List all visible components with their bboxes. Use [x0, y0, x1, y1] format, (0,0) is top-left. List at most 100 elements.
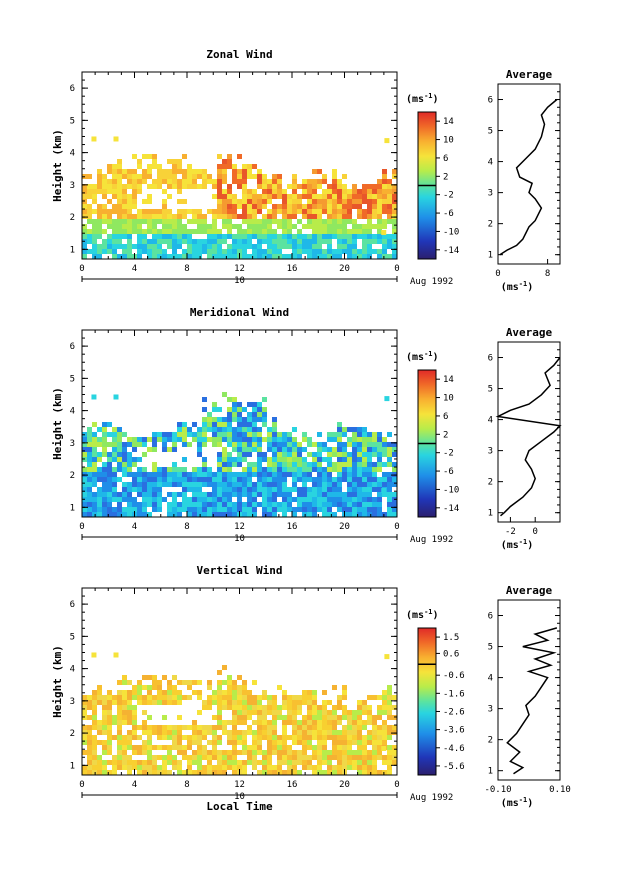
heatmap-cell: [282, 497, 287, 502]
heatmap-cell: [167, 432, 172, 437]
heatmap-cell: [342, 730, 347, 735]
heatmap-cell: [377, 492, 382, 497]
heatmap-cell: [367, 467, 372, 472]
heatmap-cell: [307, 705, 312, 710]
heatmap-cell: [277, 239, 282, 244]
heatmap-cell: [127, 715, 132, 720]
heatmap-cell: [312, 244, 317, 249]
heatmap-cell: [257, 447, 262, 452]
heatmap-cell: [382, 184, 387, 189]
heatmap-cell: [207, 680, 212, 685]
heatmap-cell: [322, 497, 327, 502]
heatmap-cell: [322, 174, 327, 179]
heatmap-cell: [242, 437, 247, 442]
heatmap-cell: [177, 507, 182, 512]
heatmap-cell: [227, 417, 232, 422]
heatmap-cell: [197, 750, 202, 755]
heatmap-cell: [302, 700, 307, 705]
heatmap-cell: [352, 204, 357, 209]
heatmap-cell: [167, 735, 172, 740]
heatmap-cell: [107, 224, 112, 229]
heatmap-cell: [237, 497, 242, 502]
heatmap-cell: [212, 472, 217, 477]
heatmap-cell: [112, 457, 117, 462]
heatmap-cell: [217, 189, 222, 194]
heatmap-cell: [157, 492, 162, 497]
heatmap-cell: [337, 750, 342, 755]
heatmap-cell: [222, 665, 227, 670]
heatmap-cell: [247, 447, 252, 452]
heatmap-cell: [212, 209, 217, 214]
heatmap-cell: [392, 209, 397, 214]
heatmap-cell: [182, 254, 187, 259]
heatmap-cell: [122, 194, 127, 199]
heatmap-cell: [172, 437, 177, 442]
heatmap-cell: [112, 507, 117, 512]
heatmap-cell: [322, 209, 327, 214]
heatmap-cell: [377, 512, 382, 517]
heatmap-cell: [107, 750, 112, 755]
heatmap-cell: [317, 467, 322, 472]
heatmap-cell: [102, 179, 107, 184]
heatmap-cell: [132, 730, 137, 735]
heatmap-cell: [92, 437, 97, 442]
heatmap-cell: [82, 740, 87, 745]
heatmap-cell: [362, 720, 367, 725]
heatmap-cell: [112, 189, 117, 194]
heatmap-cell: [307, 184, 312, 189]
heatmap-cell: [102, 189, 107, 194]
heatmap-cell: [387, 770, 392, 775]
heatmap-cell: [157, 497, 162, 502]
heatmap-cell: [207, 229, 212, 234]
heatmap-cell: [262, 219, 267, 224]
heatmap-cell: [187, 725, 192, 730]
heatmap-cell: [197, 437, 202, 442]
heatmap-cell: [392, 492, 397, 497]
heatmap-cell: [222, 720, 227, 725]
heatmap-cell: [152, 760, 157, 765]
heatmap-cell: [262, 184, 267, 189]
heatmap-cell: [217, 442, 222, 447]
heatmap-cell: [362, 437, 367, 442]
heatmap-cell: [347, 209, 352, 214]
heatmap-cell: [192, 472, 197, 477]
heatmap-cell: [277, 705, 282, 710]
heatmap-cell: [172, 174, 177, 179]
heatmap-cell: [287, 760, 292, 765]
heatmap-cell: [267, 437, 272, 442]
heatmap-cell: [387, 492, 392, 497]
heatmap-cell: [202, 244, 207, 249]
heatmap-cell: [97, 760, 102, 765]
heatmap-cell: [312, 189, 317, 194]
heatmap-cell: [242, 740, 247, 745]
heatmap-cell: [367, 447, 372, 452]
heatmap-cell: [272, 229, 277, 234]
heatmap-cell: [202, 725, 207, 730]
heatmap-cell: [292, 249, 297, 254]
heatmap-cell: [102, 765, 107, 770]
heatmap-cell: [142, 179, 147, 184]
heatmap-cell: [312, 179, 317, 184]
colorbar-label: -0.6: [443, 671, 465, 681]
heatmap-cell: [262, 750, 267, 755]
heatmap-cell: [337, 179, 342, 184]
heatmap-cell: [147, 730, 152, 735]
heatmap-cell: [312, 507, 317, 512]
heatmap-cell: [342, 427, 347, 432]
heatmap-cell: [367, 720, 372, 725]
heatmap-cell: [302, 502, 307, 507]
heatmap-cell: [287, 219, 292, 224]
heatmap-cell: [187, 179, 192, 184]
heatmap-cell: [127, 760, 132, 765]
heatmap-cell: [197, 219, 202, 224]
heatmap-cell: [362, 740, 367, 745]
heatmap-cell: [357, 437, 362, 442]
heatmap-cell: [182, 422, 187, 427]
heatmap-cell: [172, 234, 177, 239]
heatmap-cell: [97, 690, 102, 695]
heatmap-cell: [347, 189, 352, 194]
heatmap-cell: [187, 765, 192, 770]
heatmap-cell: [182, 442, 187, 447]
heatmap-cell: [257, 735, 262, 740]
heatmap-cell: [317, 457, 322, 462]
